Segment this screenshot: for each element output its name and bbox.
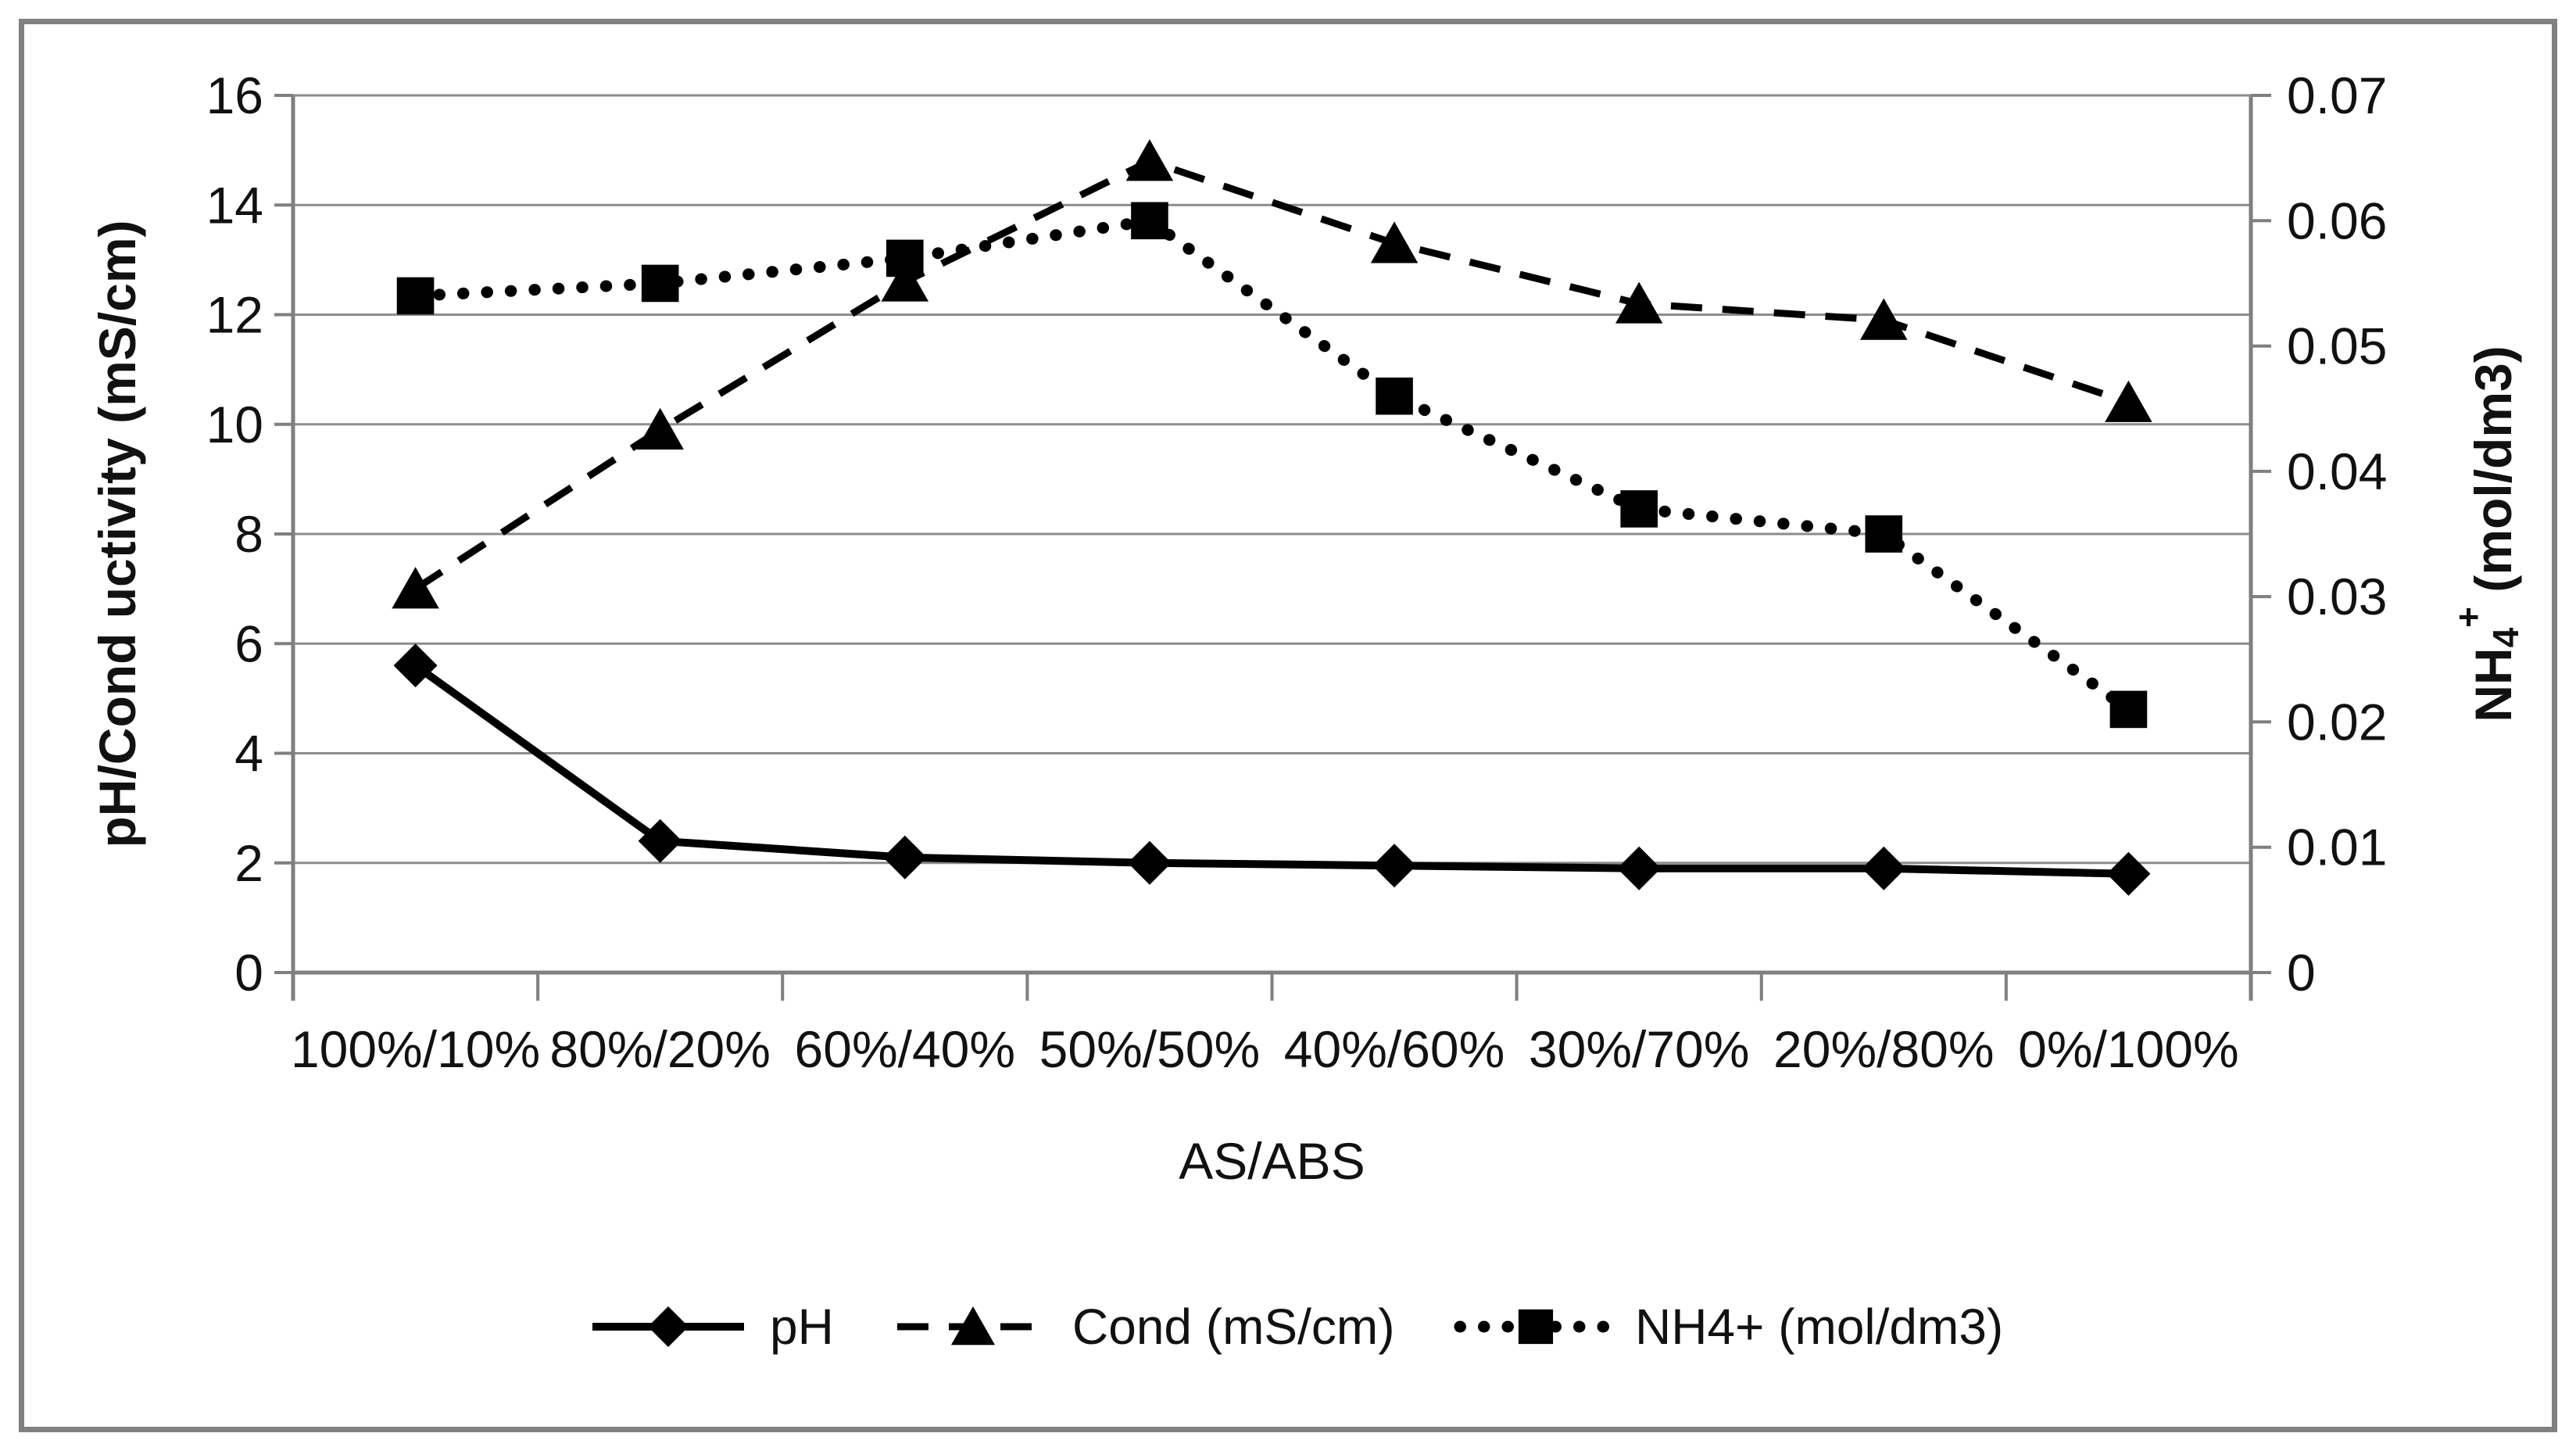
series-marker-square: [641, 264, 679, 303]
series-line-square: [410, 214, 2134, 715]
legend-marker-square: [1518, 1309, 1554, 1345]
legend-label: Cond (mS/cm): [1072, 1299, 1395, 1355]
series-marker-triangle: [1125, 139, 1174, 181]
series-marker-diamond: [882, 835, 927, 880]
series-marker-triangle: [2105, 380, 2152, 422]
legend-marker-diamond: [648, 1306, 689, 1347]
series-line-triangle: [413, 157, 2130, 592]
series-marker-diamond: [1862, 846, 1906, 890]
x-tick-label: 20%/80%: [1773, 1020, 1995, 1078]
x-tick-label: 50%/50%: [1039, 1020, 1261, 1078]
legend-label: NH4+ (mol/dm3): [1635, 1299, 2003, 1355]
series-marker-diamond: [1372, 844, 1417, 888]
series-marker-square: [1865, 515, 1903, 553]
series-marker-diamond: [638, 819, 682, 863]
series-marker-triangle: [1370, 221, 1419, 263]
series-line-diamond: [413, 662, 2129, 878]
right-tick-label: 0.01: [2287, 819, 2387, 876]
left-tick-label: 8: [234, 505, 263, 563]
left-tick-label: 10: [206, 396, 263, 453]
series-marker-square: [396, 277, 435, 315]
series-marker-square: [886, 239, 924, 278]
series-marker-triangle: [636, 407, 684, 450]
x-tick-label: 40%/60%: [1284, 1020, 1505, 1078]
series-marker-triangle: [881, 260, 929, 302]
right-tick-label: 0: [2287, 944, 2316, 1001]
series-marker-diamond: [1127, 840, 1172, 885]
left-tick-label: 0: [234, 944, 263, 1001]
series-marker-diamond: [2106, 851, 2151, 896]
series-marker-triangle: [392, 567, 439, 609]
x-tick-label: 0%/100%: [2018, 1020, 2239, 1078]
series-marker-square: [1376, 377, 1413, 415]
x-tick-label: 30%/70%: [1529, 1020, 1750, 1078]
left-tick-label: 16: [206, 66, 263, 124]
series-marker-square: [1131, 202, 1168, 240]
left-tick-label: 4: [234, 725, 263, 783]
series-marker-diamond: [1617, 846, 1662, 890]
right-tick-label: 0.03: [2287, 568, 2387, 625]
x-tick-label: 80%/20%: [549, 1020, 771, 1078]
right-tick-label: 0.04: [2287, 442, 2387, 500]
x-axis-title: AS/ABS: [1179, 1132, 1365, 1190]
right-tick-label: 0.05: [2287, 317, 2387, 375]
legend-label: pH: [770, 1299, 834, 1355]
series-marker-triangle: [1615, 281, 1663, 324]
series-marker-diamond: [393, 643, 438, 688]
series-marker-square: [1620, 490, 1658, 528]
right-axis-title: NH4+ (mol/dm3): [2448, 346, 2526, 722]
left-tick-label: 14: [206, 176, 263, 234]
left-tick-label: 12: [206, 286, 263, 344]
x-tick-label: 60%/40%: [795, 1020, 1016, 1078]
right-tick-label: 0.07: [2287, 66, 2387, 124]
series-marker-square: [2109, 690, 2148, 729]
left-tick-label: 2: [234, 834, 263, 892]
x-tick-label: 100%/10%: [291, 1020, 540, 1078]
left-tick-label: 6: [234, 614, 263, 672]
legend-marker-triangle: [950, 1306, 996, 1345]
right-tick-label: 0.02: [2287, 693, 2387, 751]
series-marker-triangle: [1860, 298, 1908, 340]
left-axis-title: pH/Cond uctivity (mS/cm): [88, 220, 146, 847]
right-tick-label: 0.06: [2287, 192, 2387, 249]
